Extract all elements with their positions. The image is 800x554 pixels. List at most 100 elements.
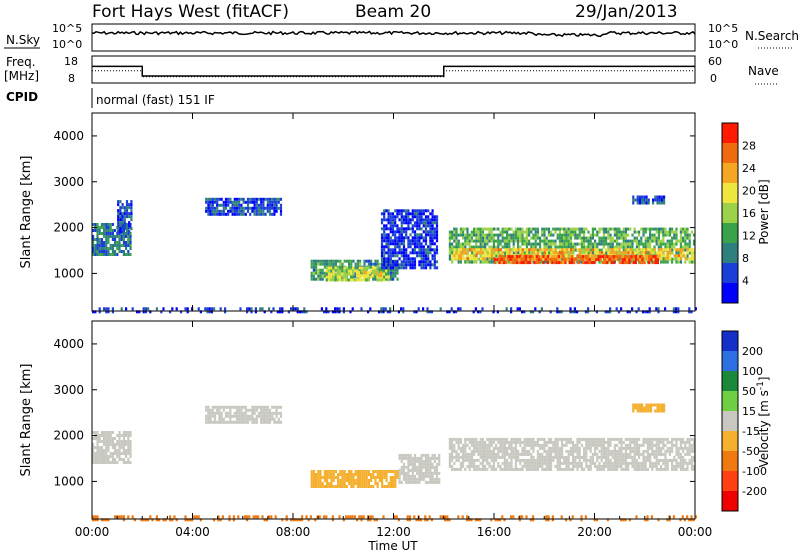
range-cell <box>620 230 623 234</box>
range-cell <box>675 307 678 311</box>
range-cell <box>277 411 280 415</box>
range-cell <box>501 446 504 450</box>
range-cell <box>501 461 504 465</box>
range-cell <box>109 247 112 250</box>
range-cell <box>231 414 234 418</box>
range-cell <box>209 411 212 415</box>
range-cell <box>486 236 489 240</box>
range-cell <box>541 464 544 468</box>
range-cell <box>435 462 439 466</box>
range-cell <box>339 470 342 473</box>
range-cell <box>420 257 423 261</box>
range-cell <box>96 515 99 519</box>
range-cell <box>649 409 652 413</box>
range-cell <box>501 443 504 447</box>
range-cell <box>128 212 131 216</box>
range-cell <box>622 233 625 237</box>
range-cell <box>512 245 515 249</box>
range-cell <box>613 461 616 465</box>
range-cell <box>632 201 635 205</box>
range-cell <box>580 443 583 447</box>
range-cell <box>547 251 550 255</box>
range-cell <box>486 257 489 261</box>
colorbar-tick-label: -100 <box>742 465 767 478</box>
range-cell <box>543 236 546 240</box>
range-cell <box>433 248 436 252</box>
range-cell <box>658 195 661 199</box>
range-cell <box>227 209 230 213</box>
range-cell <box>654 198 657 202</box>
range-cell <box>107 449 110 452</box>
range-cell <box>686 248 689 252</box>
range-cell <box>688 233 691 237</box>
range-cell <box>118 455 121 458</box>
range-cell <box>543 449 546 453</box>
range-cell <box>389 230 392 234</box>
range-cell <box>242 420 245 424</box>
range-cell <box>98 229 101 232</box>
range-cell <box>244 411 247 415</box>
range-cell <box>654 258 657 262</box>
range-cell <box>385 470 388 473</box>
range-cell <box>431 209 434 213</box>
range-cell <box>479 440 482 444</box>
range-cell <box>119 218 122 222</box>
range-cell <box>398 453 401 457</box>
range-cell <box>536 464 539 468</box>
range-cell <box>374 470 377 473</box>
range-cell <box>96 449 99 452</box>
range-cell <box>240 209 243 213</box>
range-cell <box>679 242 682 246</box>
range-cell <box>488 254 491 258</box>
range-cell <box>366 271 369 275</box>
range-cell <box>433 254 436 258</box>
range-cell <box>125 247 128 250</box>
range-cell <box>631 260 634 264</box>
range-cell <box>464 239 467 243</box>
range-cell <box>129 232 132 235</box>
range-cell <box>473 464 476 468</box>
range-cell <box>396 215 399 219</box>
range-cell <box>589 464 592 468</box>
range-cell <box>402 310 405 314</box>
range-cell <box>319 479 322 482</box>
range-cell <box>363 485 366 488</box>
range-cell <box>279 203 283 207</box>
range-cell <box>266 197 269 201</box>
range-cell <box>211 203 214 207</box>
range-cell <box>121 212 124 216</box>
range-cell <box>576 446 579 450</box>
range-cell <box>644 242 647 246</box>
range-cell <box>418 215 421 219</box>
range-cell <box>542 261 545 265</box>
range-cell <box>644 236 647 240</box>
range-cell <box>105 431 108 434</box>
range-cell <box>222 200 225 204</box>
range-cell <box>481 461 484 465</box>
range-cell <box>596 251 599 255</box>
range-cell <box>561 245 564 249</box>
range-cell <box>625 251 628 255</box>
range-cell <box>475 446 478 450</box>
range-cell <box>424 254 428 258</box>
range-cell <box>556 467 559 471</box>
range-cell <box>441 515 444 519</box>
range-cell <box>125 455 128 458</box>
range-cell <box>466 236 469 240</box>
range-cell <box>424 468 428 472</box>
range-cell <box>569 440 572 444</box>
range-cell <box>424 209 428 213</box>
range-cell <box>555 261 558 265</box>
range-cell <box>684 467 687 471</box>
range-cell <box>538 258 541 262</box>
range-cell <box>666 437 669 441</box>
range-cell <box>317 485 320 488</box>
range-cell <box>473 230 476 234</box>
range-cell <box>628 310 631 314</box>
range-cell <box>341 473 344 476</box>
range-cell <box>513 258 516 262</box>
range-cell <box>609 310 612 314</box>
range-cell <box>508 242 511 246</box>
range-cell <box>100 518 103 522</box>
range-cell <box>546 258 549 262</box>
